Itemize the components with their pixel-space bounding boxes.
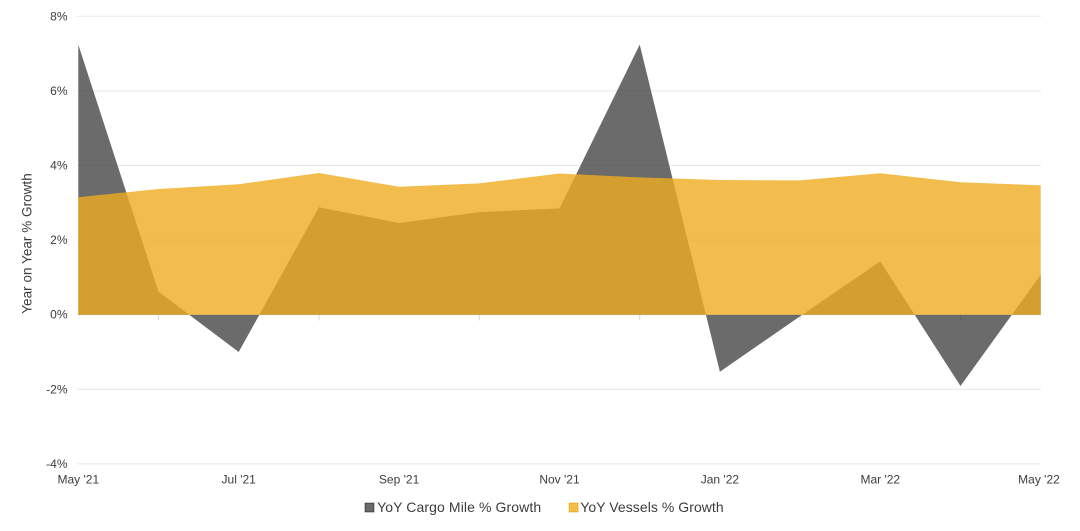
svg-text:-2%: -2% <box>46 382 68 396</box>
svg-text:Mar '22: Mar '22 <box>860 473 900 487</box>
svg-text:May '21: May '21 <box>57 473 99 487</box>
svg-text:May '22: May '22 <box>1018 473 1060 487</box>
svg-text:YoY Cargo Mile % Growth: YoY Cargo Mile % Growth <box>377 499 541 515</box>
svg-text:Nov '21: Nov '21 <box>539 473 580 487</box>
svg-text:4%: 4% <box>50 159 68 173</box>
svg-text:2%: 2% <box>50 233 68 247</box>
svg-text:-4%: -4% <box>46 457 68 471</box>
svg-text:6%: 6% <box>50 84 68 98</box>
svg-text:0%: 0% <box>50 308 68 322</box>
svg-text:Jan '22: Jan '22 <box>701 473 740 487</box>
svg-text:Sep '21: Sep '21 <box>379 473 420 487</box>
svg-text:Year on Year % Growth: Year on Year % Growth <box>20 173 35 313</box>
svg-text:YoY Vessels % Growth: YoY Vessels % Growth <box>580 499 723 515</box>
svg-text:8%: 8% <box>50 9 68 23</box>
svg-text:Jul '21: Jul '21 <box>222 473 257 487</box>
